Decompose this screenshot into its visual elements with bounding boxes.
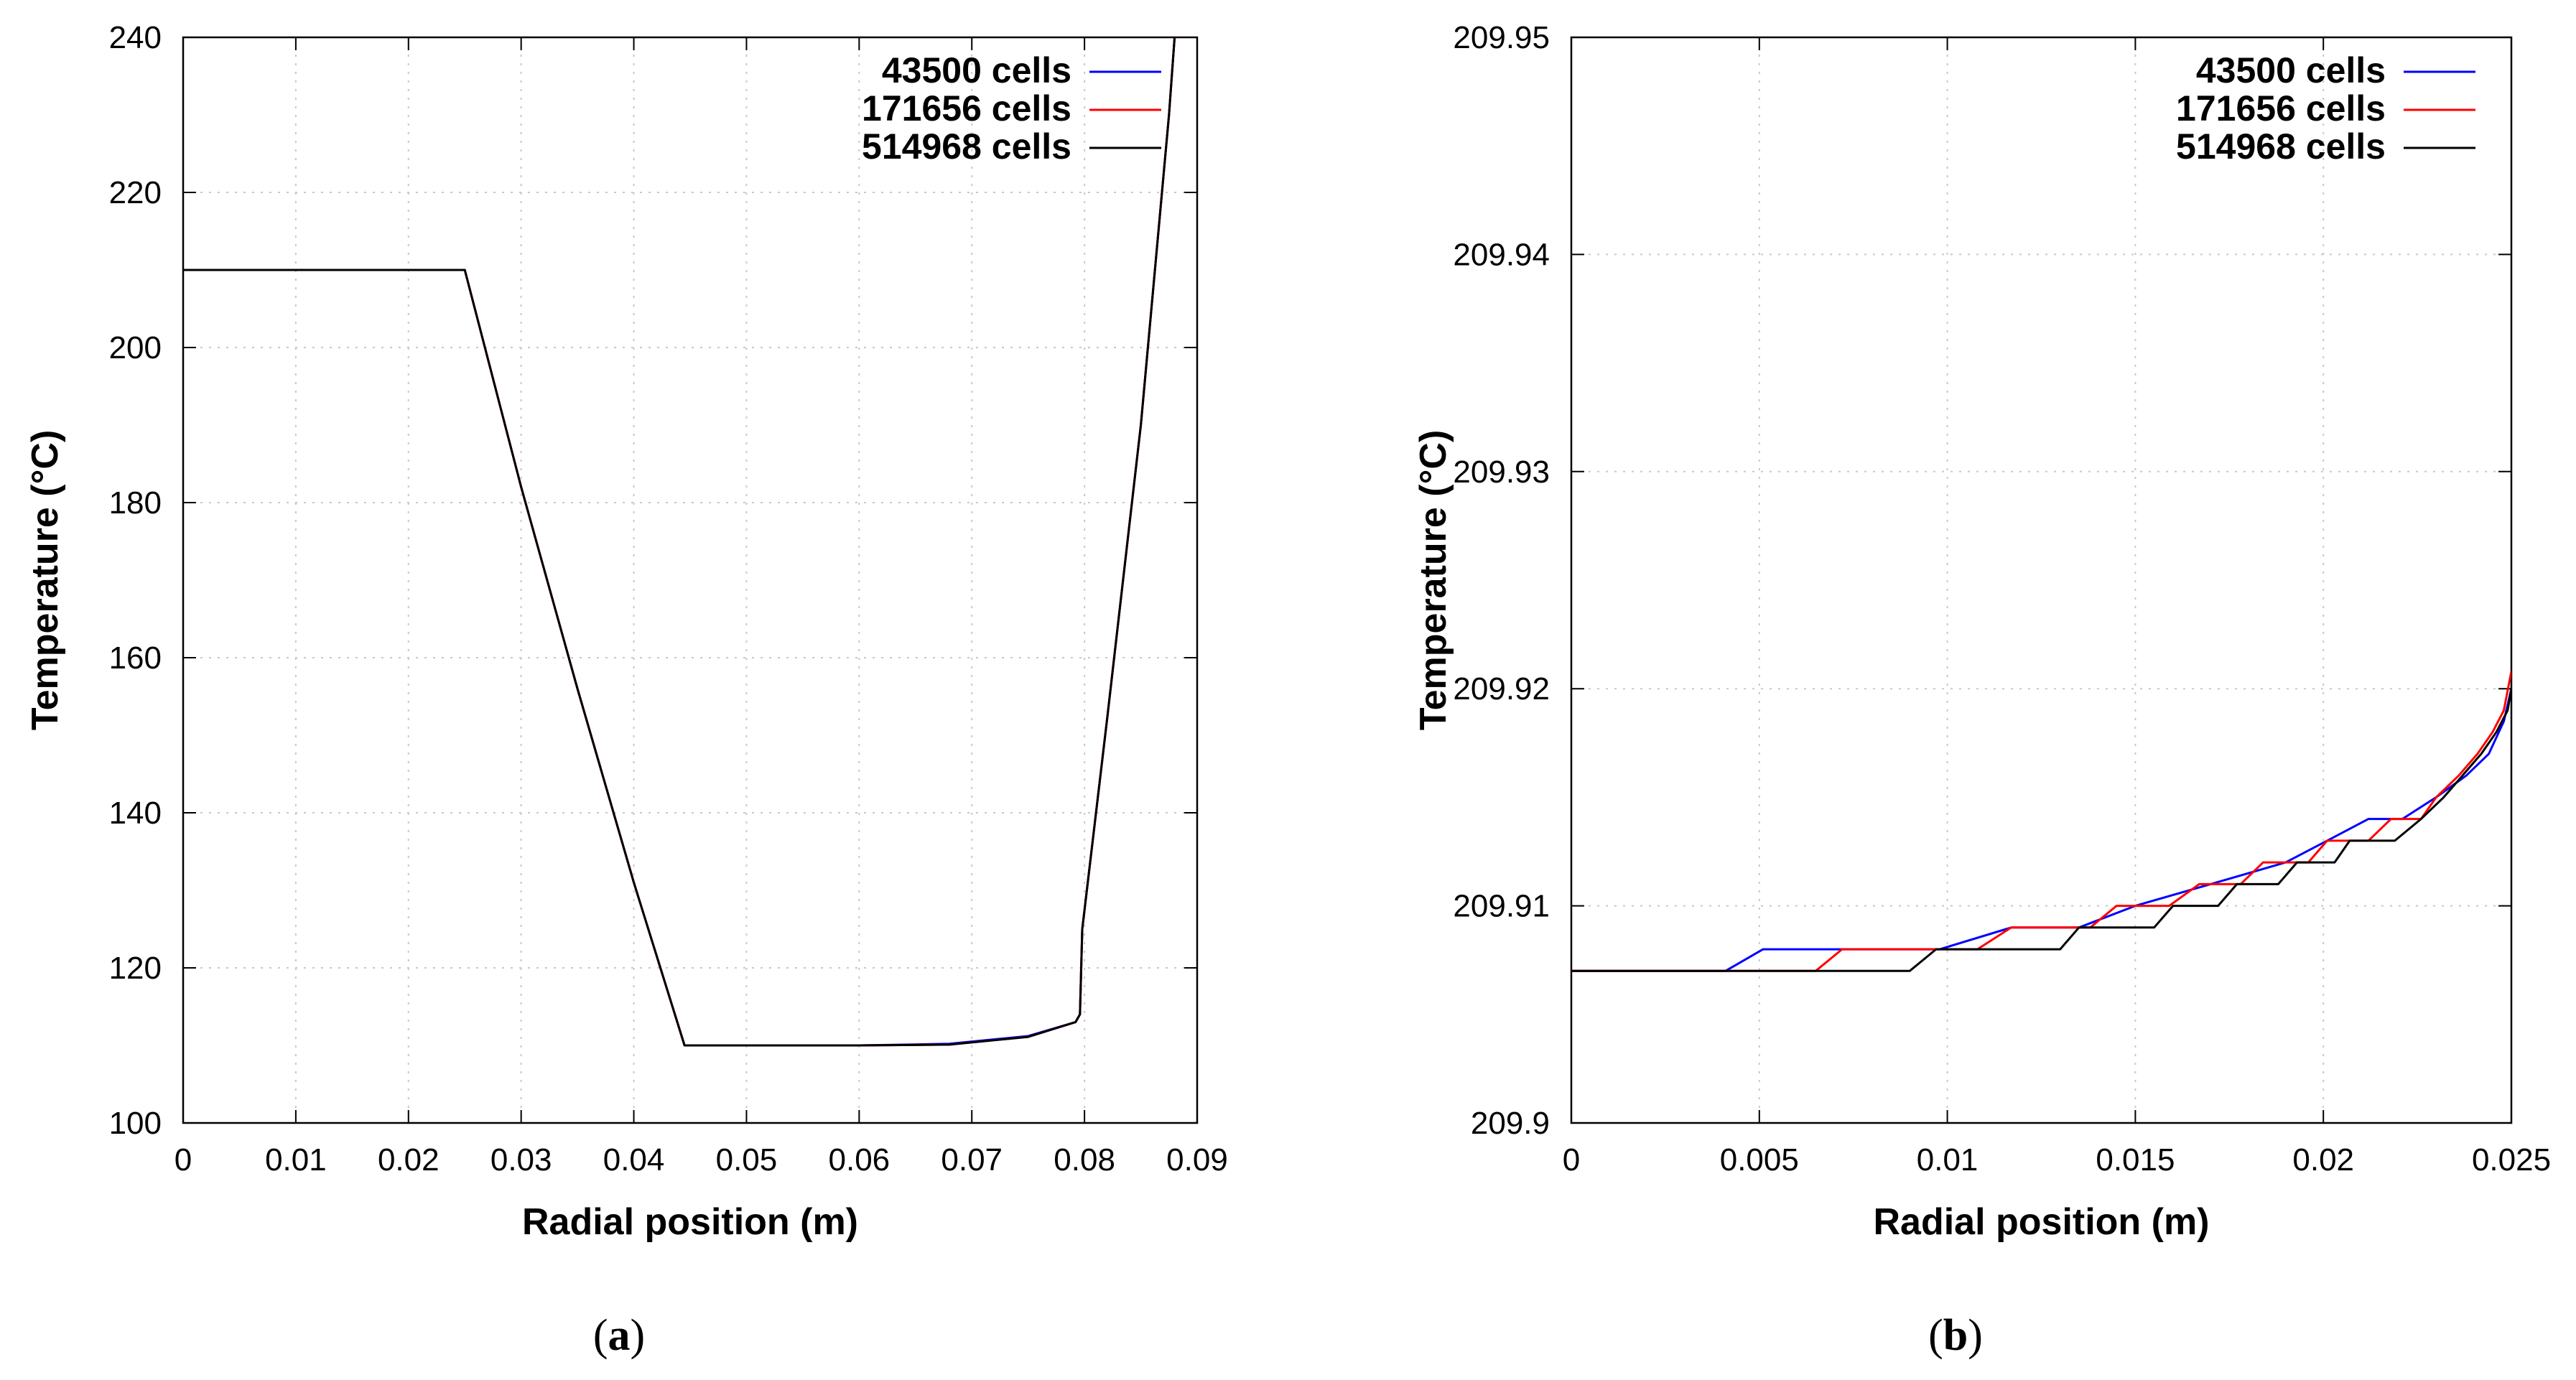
panel-b-caption: (b) [1928, 1311, 1983, 1360]
panel-b-x-tick-label: 0.015 [2096, 1142, 2175, 1178]
panel-b-y-tick-label: 209.91 [1453, 889, 1550, 924]
panel-a-x-tick-label: 0.09 [1166, 1142, 1228, 1178]
panel-b-y-tick-label: 209.9 [1471, 1106, 1550, 1141]
panel-b-x-tick-label: 0.02 [2292, 1142, 2354, 1178]
panel-b-x-tick-label: 0.005 [1720, 1142, 1799, 1178]
chart-panel-a: 0 0.01 0.02 0.03 0.04 0.05 0.06 0.07 0.08 0.09 100… [24, 20, 1228, 1243]
panel-b-legend-label-0: 43500 cells [2196, 50, 2386, 90]
panel-a-x-tick-label: 0.06 [829, 1142, 891, 1178]
panel-b-x-tick-label: 0.01 [1917, 1142, 1979, 1178]
panel-a-x-tick-label: 0 [175, 1142, 192, 1178]
panel-a-y-tick-label: 200 [109, 330, 162, 365]
panel-b-legend-label-1: 171656 cells [2176, 88, 2386, 129]
panel-a-y-tick-label: 120 [109, 951, 162, 986]
panel-a-y-tick-label: 220 [109, 175, 162, 210]
panel-b-y-tick-label: 209.92 [1453, 671, 1550, 707]
panel-b-x-tick-label: 0 [1563, 1142, 1580, 1178]
panel-a-y-tick-label: 240 [109, 20, 162, 55]
panel-b-y-axis-label: Temperature (°C) [1413, 430, 1454, 731]
panel-b-series-line-2 [1571, 688, 2511, 972]
panel-a-x-axis-label: Radial position (m) [522, 1201, 858, 1243]
panel-a-x-tick-label: 0.01 [265, 1142, 327, 1178]
chart-panel-b: 0 0.005 0.01 0.015 0.02 0.025 209.9 209.91 209.9… [1413, 20, 2551, 1243]
panel-a-y-tick-label: 160 [109, 640, 162, 676]
panel-b-plot-frame [1570, 36, 2513, 1124]
panel-b-legend-label-2: 514968 cells [2176, 126, 2386, 167]
panel-a-plot-frame [182, 36, 1199, 1124]
panel-b-x-tick-label: 0.025 [2472, 1142, 2551, 1178]
panel-a-x-tick-label: 0.04 [603, 1142, 665, 1178]
panel-b-y-tick-label: 209.93 [1453, 454, 1550, 490]
panel-a-x-tick-label: 0.07 [941, 1142, 1003, 1178]
panel-a-y-tick-label: 140 [109, 796, 162, 831]
panel-a-x-tick-label: 0.05 [716, 1142, 778, 1178]
panel-a-y-axis-label: Temperature (°C) [24, 430, 66, 731]
panel-a-y-tick-label: 100 [109, 1106, 162, 1141]
panel-a-x-tick-label: 0.08 [1054, 1142, 1115, 1178]
panel-b-y-tick-label: 209.95 [1453, 20, 1550, 55]
panel-a-legend-label-0: 43500 cells [882, 50, 1071, 90]
panel-a-legend-label-1: 171656 cells [862, 88, 1071, 129]
panel-a-caption: (a) [593, 1311, 645, 1360]
panel-a-series-line-2 [183, 37, 1176, 1047]
panel-a-legend-label-2: 514968 cells [862, 126, 1071, 167]
panel-a-x-tick-label: 0.03 [490, 1142, 552, 1178]
panel-a-y-tick-label: 180 [109, 485, 162, 521]
panel-b-y-tick-label: 209.94 [1453, 237, 1550, 272]
panel-b-x-axis-label: Radial position (m) [1874, 1201, 2210, 1243]
panel-a-x-tick-label: 0.02 [378, 1142, 440, 1178]
